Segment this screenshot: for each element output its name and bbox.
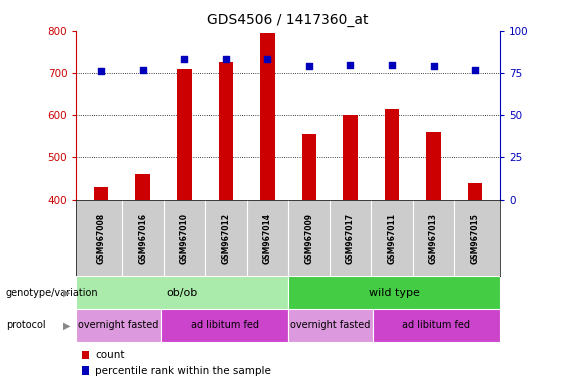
Text: GSM967011: GSM967011 xyxy=(388,213,397,263)
Bar xyxy=(136,174,150,200)
Text: GSM967010: GSM967010 xyxy=(180,213,189,263)
Point xyxy=(305,63,314,69)
Bar xyxy=(219,62,233,200)
Text: GSM967013: GSM967013 xyxy=(429,213,438,263)
Text: GSM967014: GSM967014 xyxy=(263,213,272,263)
Point xyxy=(263,56,272,63)
Point xyxy=(180,56,189,63)
Text: ▶: ▶ xyxy=(63,320,71,331)
Text: overnight fasted: overnight fasted xyxy=(290,320,371,331)
Point xyxy=(471,66,480,73)
Bar xyxy=(76,276,288,309)
Text: GSM967008: GSM967008 xyxy=(97,212,106,264)
Point xyxy=(138,66,147,73)
Text: count: count xyxy=(95,350,124,360)
Text: GSM967015: GSM967015 xyxy=(471,213,480,263)
Bar xyxy=(302,134,316,200)
Bar xyxy=(385,109,399,200)
Text: ob/ob: ob/ob xyxy=(167,288,198,298)
Text: ad libitum fed: ad libitum fed xyxy=(402,320,471,331)
Bar xyxy=(343,115,358,200)
Text: GSM967016: GSM967016 xyxy=(138,213,147,263)
Bar xyxy=(426,132,441,200)
Bar xyxy=(288,276,500,309)
Text: ad libitum fed: ad libitum fed xyxy=(190,320,259,331)
Bar xyxy=(94,187,108,200)
Text: wild type: wild type xyxy=(368,288,420,298)
Text: overnight fasted: overnight fasted xyxy=(79,320,159,331)
Bar xyxy=(468,183,483,200)
Bar xyxy=(161,309,288,342)
Bar xyxy=(373,309,500,342)
Text: percentile rank within the sample: percentile rank within the sample xyxy=(95,366,271,376)
Text: protocol: protocol xyxy=(6,320,45,331)
Title: GDS4506 / 1417360_at: GDS4506 / 1417360_at xyxy=(207,13,369,27)
Point xyxy=(97,68,106,74)
Bar xyxy=(260,33,275,200)
Text: GSM967017: GSM967017 xyxy=(346,212,355,264)
Text: GSM967012: GSM967012 xyxy=(221,213,231,263)
Bar xyxy=(177,69,192,200)
Point xyxy=(429,63,438,69)
Bar xyxy=(76,309,161,342)
Bar xyxy=(288,309,373,342)
Point xyxy=(346,61,355,68)
Text: genotype/variation: genotype/variation xyxy=(6,288,98,298)
Text: GSM967009: GSM967009 xyxy=(305,213,314,263)
Text: ▶: ▶ xyxy=(63,288,71,298)
Point xyxy=(388,61,397,68)
Point xyxy=(221,56,231,63)
